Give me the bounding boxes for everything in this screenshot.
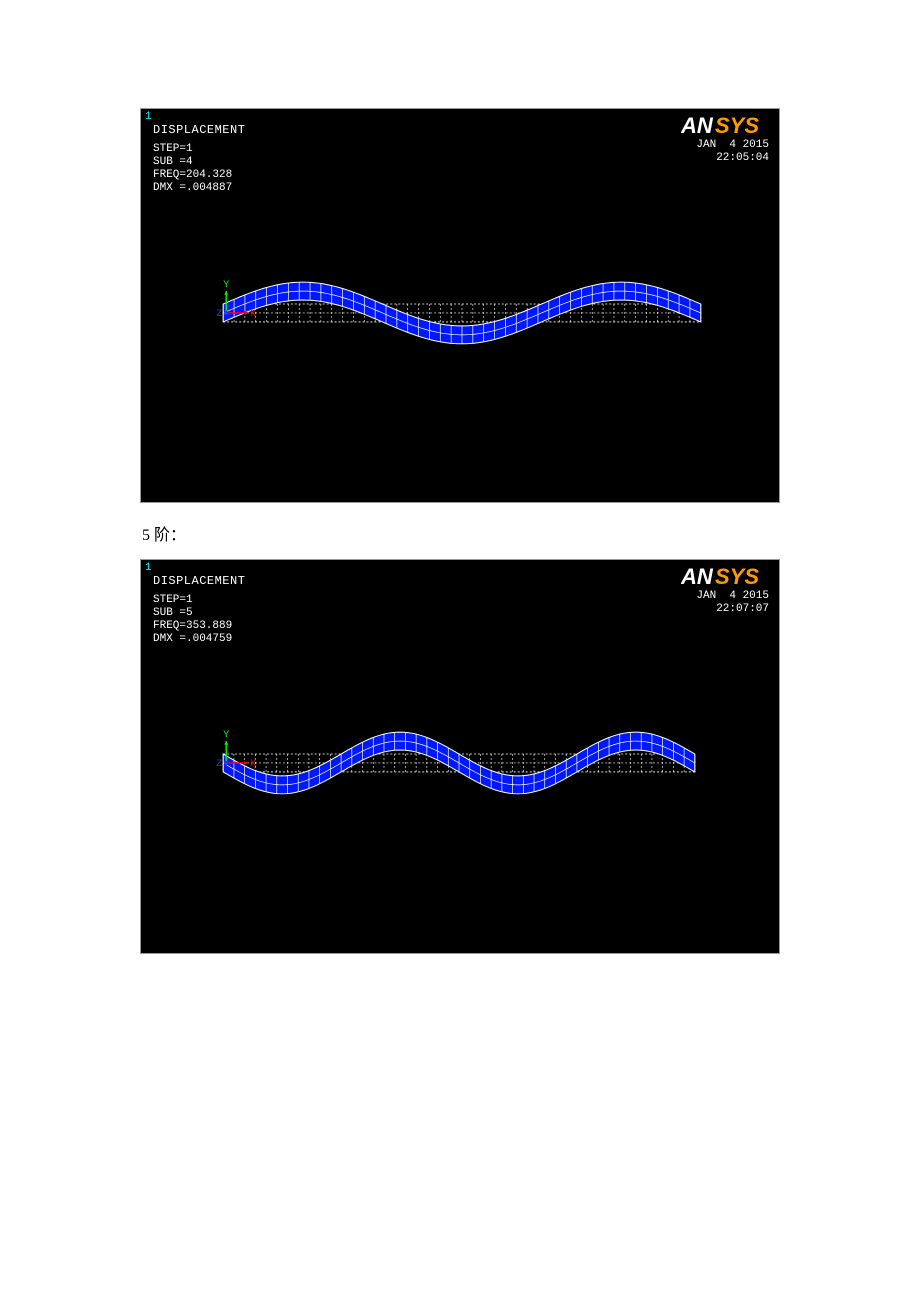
ansys-plot-mode4: 1 DISPLACEMENT STEP=1 SUB =4 FREQ=204.32…	[140, 108, 780, 503]
mode-shape-canvas: Y X Z	[141, 560, 779, 953]
svg-text:Y: Y	[223, 729, 229, 740]
caption-mode5: 5 阶：	[142, 521, 780, 545]
svg-text:Z: Z	[216, 758, 222, 769]
svg-text:X: X	[250, 308, 256, 319]
svg-text:Z: Z	[216, 308, 222, 319]
svg-text:X: X	[250, 758, 256, 769]
ansys-plot-mode5: 1 DISPLACEMENT STEP=1 SUB =5 FREQ=353.88…	[140, 559, 780, 954]
mode-shape-canvas: Y X Z	[141, 109, 779, 502]
svg-text:Y: Y	[223, 279, 229, 290]
